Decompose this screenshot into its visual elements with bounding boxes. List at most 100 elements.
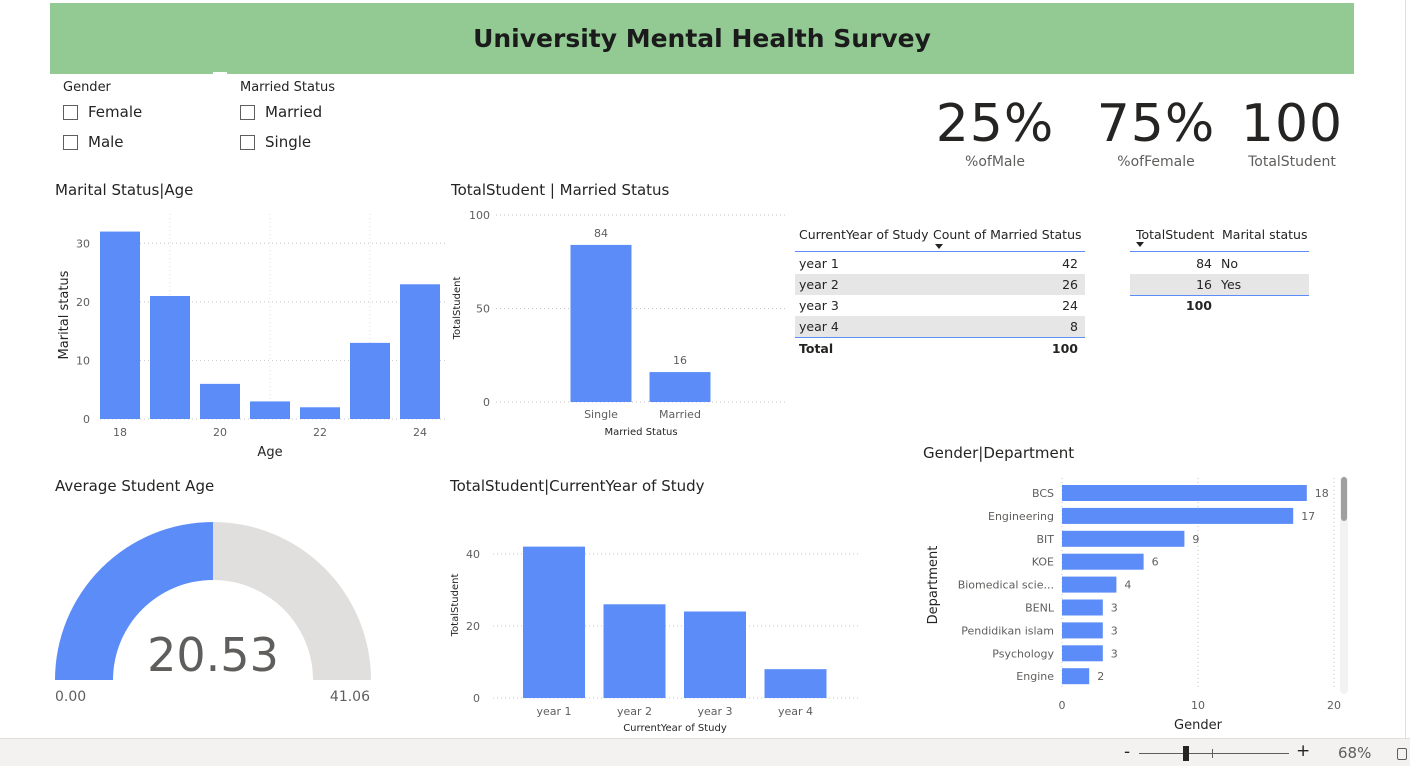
x-axis-title: Age [257,445,282,460]
married-option-married[interactable]: Married [240,97,420,127]
x-tick-label: year 4 [778,705,813,718]
kpi-total-card: 100 TotalStudent [1222,94,1362,170]
table-cell: No [1221,256,1238,271]
zoom-level[interactable]: 68% [1338,744,1372,762]
gender-slicer-title: Gender [63,80,111,95]
bar-year-4 [764,669,827,698]
fit-to-page-icon[interactable] [1397,748,1407,760]
sort-desc-icon[interactable] [935,244,943,249]
checkbox-icon[interactable] [240,134,255,150]
data-label: 3 [1111,602,1118,615]
gauge-min: 0.00 [55,689,86,705]
bar-dept-8 [1062,668,1090,685]
column-header[interactable]: CurrentYear of Study [799,227,929,242]
table-cell: 24 [1062,298,1078,313]
scrollbar-track[interactable] [1340,476,1348,694]
married-option-label: Single [265,133,312,151]
avg-age-gauge: 20.53 0.00 41.06 [55,522,371,705]
bar-married [649,372,711,402]
marital-status-table: TotalStudent Marital status 84 No 16 Yes… [1130,222,1310,322]
table-cell: 100 [1051,341,1078,356]
kpi-value: 25% [935,94,1055,154]
married-slicer-title: Married Status [240,80,336,95]
sort-desc-icon[interactable] [1136,242,1144,247]
y-tick-label: Engine [1016,670,1054,683]
data-label: 9 [1192,533,1199,546]
y-tick-label: BCS [1032,487,1054,500]
x-axis-title: Gender [1174,718,1223,733]
table-cell: year 4 [799,319,839,334]
bar-single [570,244,632,402]
status-bar: - + 68% [0,738,1410,766]
y-tick-label: 0 [83,413,90,426]
kpi-label: %ofFemale [1117,154,1195,170]
bar-year-1 [523,546,585,698]
zoom-slider[interactable] [1139,753,1289,754]
married-option-label: Married [265,103,323,121]
bar-dept-7 [1062,645,1103,662]
x-tick-label: 0 [1059,699,1066,712]
zoom-out-button[interactable]: - [1124,742,1131,762]
gender-option-female[interactable]: Female [63,97,213,127]
data-label: 3 [1111,624,1118,637]
x-axis-title: CurrentYear of Study [623,723,727,734]
x-tick-label: 22 [313,426,327,439]
gender-slicer: Gender Female Male [63,80,213,160]
table-cell: 8 [1070,319,1078,334]
gauge-fill [55,522,213,680]
column-header[interactable]: TotalStudent [1136,227,1215,242]
checkbox-icon[interactable] [63,104,78,120]
bar-age-18 [100,231,140,419]
data-label: 18 [1315,487,1329,500]
bar-dept-1 [1062,507,1294,524]
y-tick-label: Pendidikan islam [961,624,1054,637]
avg-age-title: Average Student Age [55,477,215,495]
table-cell: 84 [1196,256,1212,271]
table-row: year 3 24 [795,295,1085,316]
gender-option-male[interactable]: Male [63,127,213,157]
bar-dept-6 [1062,622,1103,639]
y-tick-label: Psychology [992,647,1054,660]
table-row: year 1 42 [795,253,1085,274]
y-tick-label: BIT [1036,533,1054,546]
table-row: 16 Yes [1130,274,1309,295]
gender-option-label: Male [88,133,124,151]
x-tick-label: 24 [413,426,427,439]
zoom-slider-thumb[interactable] [1183,746,1189,761]
y-tick-label: 20 [76,296,90,309]
bar-dept-3 [1062,553,1144,570]
year-study-chart: 0 20 40 year 1 year 2 year 3 year 4 CurrentYear… [450,546,861,734]
bar-dept-5 [1062,599,1103,616]
x-axis-title: Married Status [604,427,677,438]
column-header[interactable]: Marital status [1222,227,1308,242]
year-study-title: TotalStudent|CurrentYear of Study [450,477,705,495]
gauge-value: 20.53 [147,628,279,682]
marital-age-chart: 0 10 20 30 18 20 22 24 Age Marital status [57,214,445,460]
checkbox-icon[interactable] [63,134,78,150]
zoom-in-button[interactable]: + [1296,741,1311,761]
gender-option-label: Female [88,103,143,121]
table-row: year 2 26 [795,274,1085,295]
y-tick-label: Biomedical scie... [958,579,1054,592]
table-cell: Yes [1221,277,1242,292]
x-tick-label: Married [659,408,701,421]
x-tick-label: year 2 [617,705,652,718]
married-status-slicer: Married Status Married Single [240,80,420,160]
married-option-single[interactable]: Single [240,127,420,157]
x-tick-label: 20 [1327,699,1341,712]
scrollbar-thumb[interactable] [1341,477,1347,521]
x-tick-label: 20 [213,426,227,439]
kpi-label: %ofMale [965,154,1025,170]
bar-age-21 [250,401,290,419]
column-header[interactable]: Count of Married Status [933,227,1082,242]
y-tick-label: 20 [466,620,480,633]
data-label: 16 [673,354,687,367]
x-tick-label: 18 [113,426,127,439]
y-tick-label: 40 [466,548,480,561]
x-tick-label: year 3 [697,705,732,718]
table-cell: year 2 [799,277,839,292]
y-axis-title: Marital status [57,270,72,359]
table-cell: 100 [1185,298,1212,313]
checkbox-icon[interactable] [240,104,255,120]
kpi-value: 75% [1096,94,1216,154]
